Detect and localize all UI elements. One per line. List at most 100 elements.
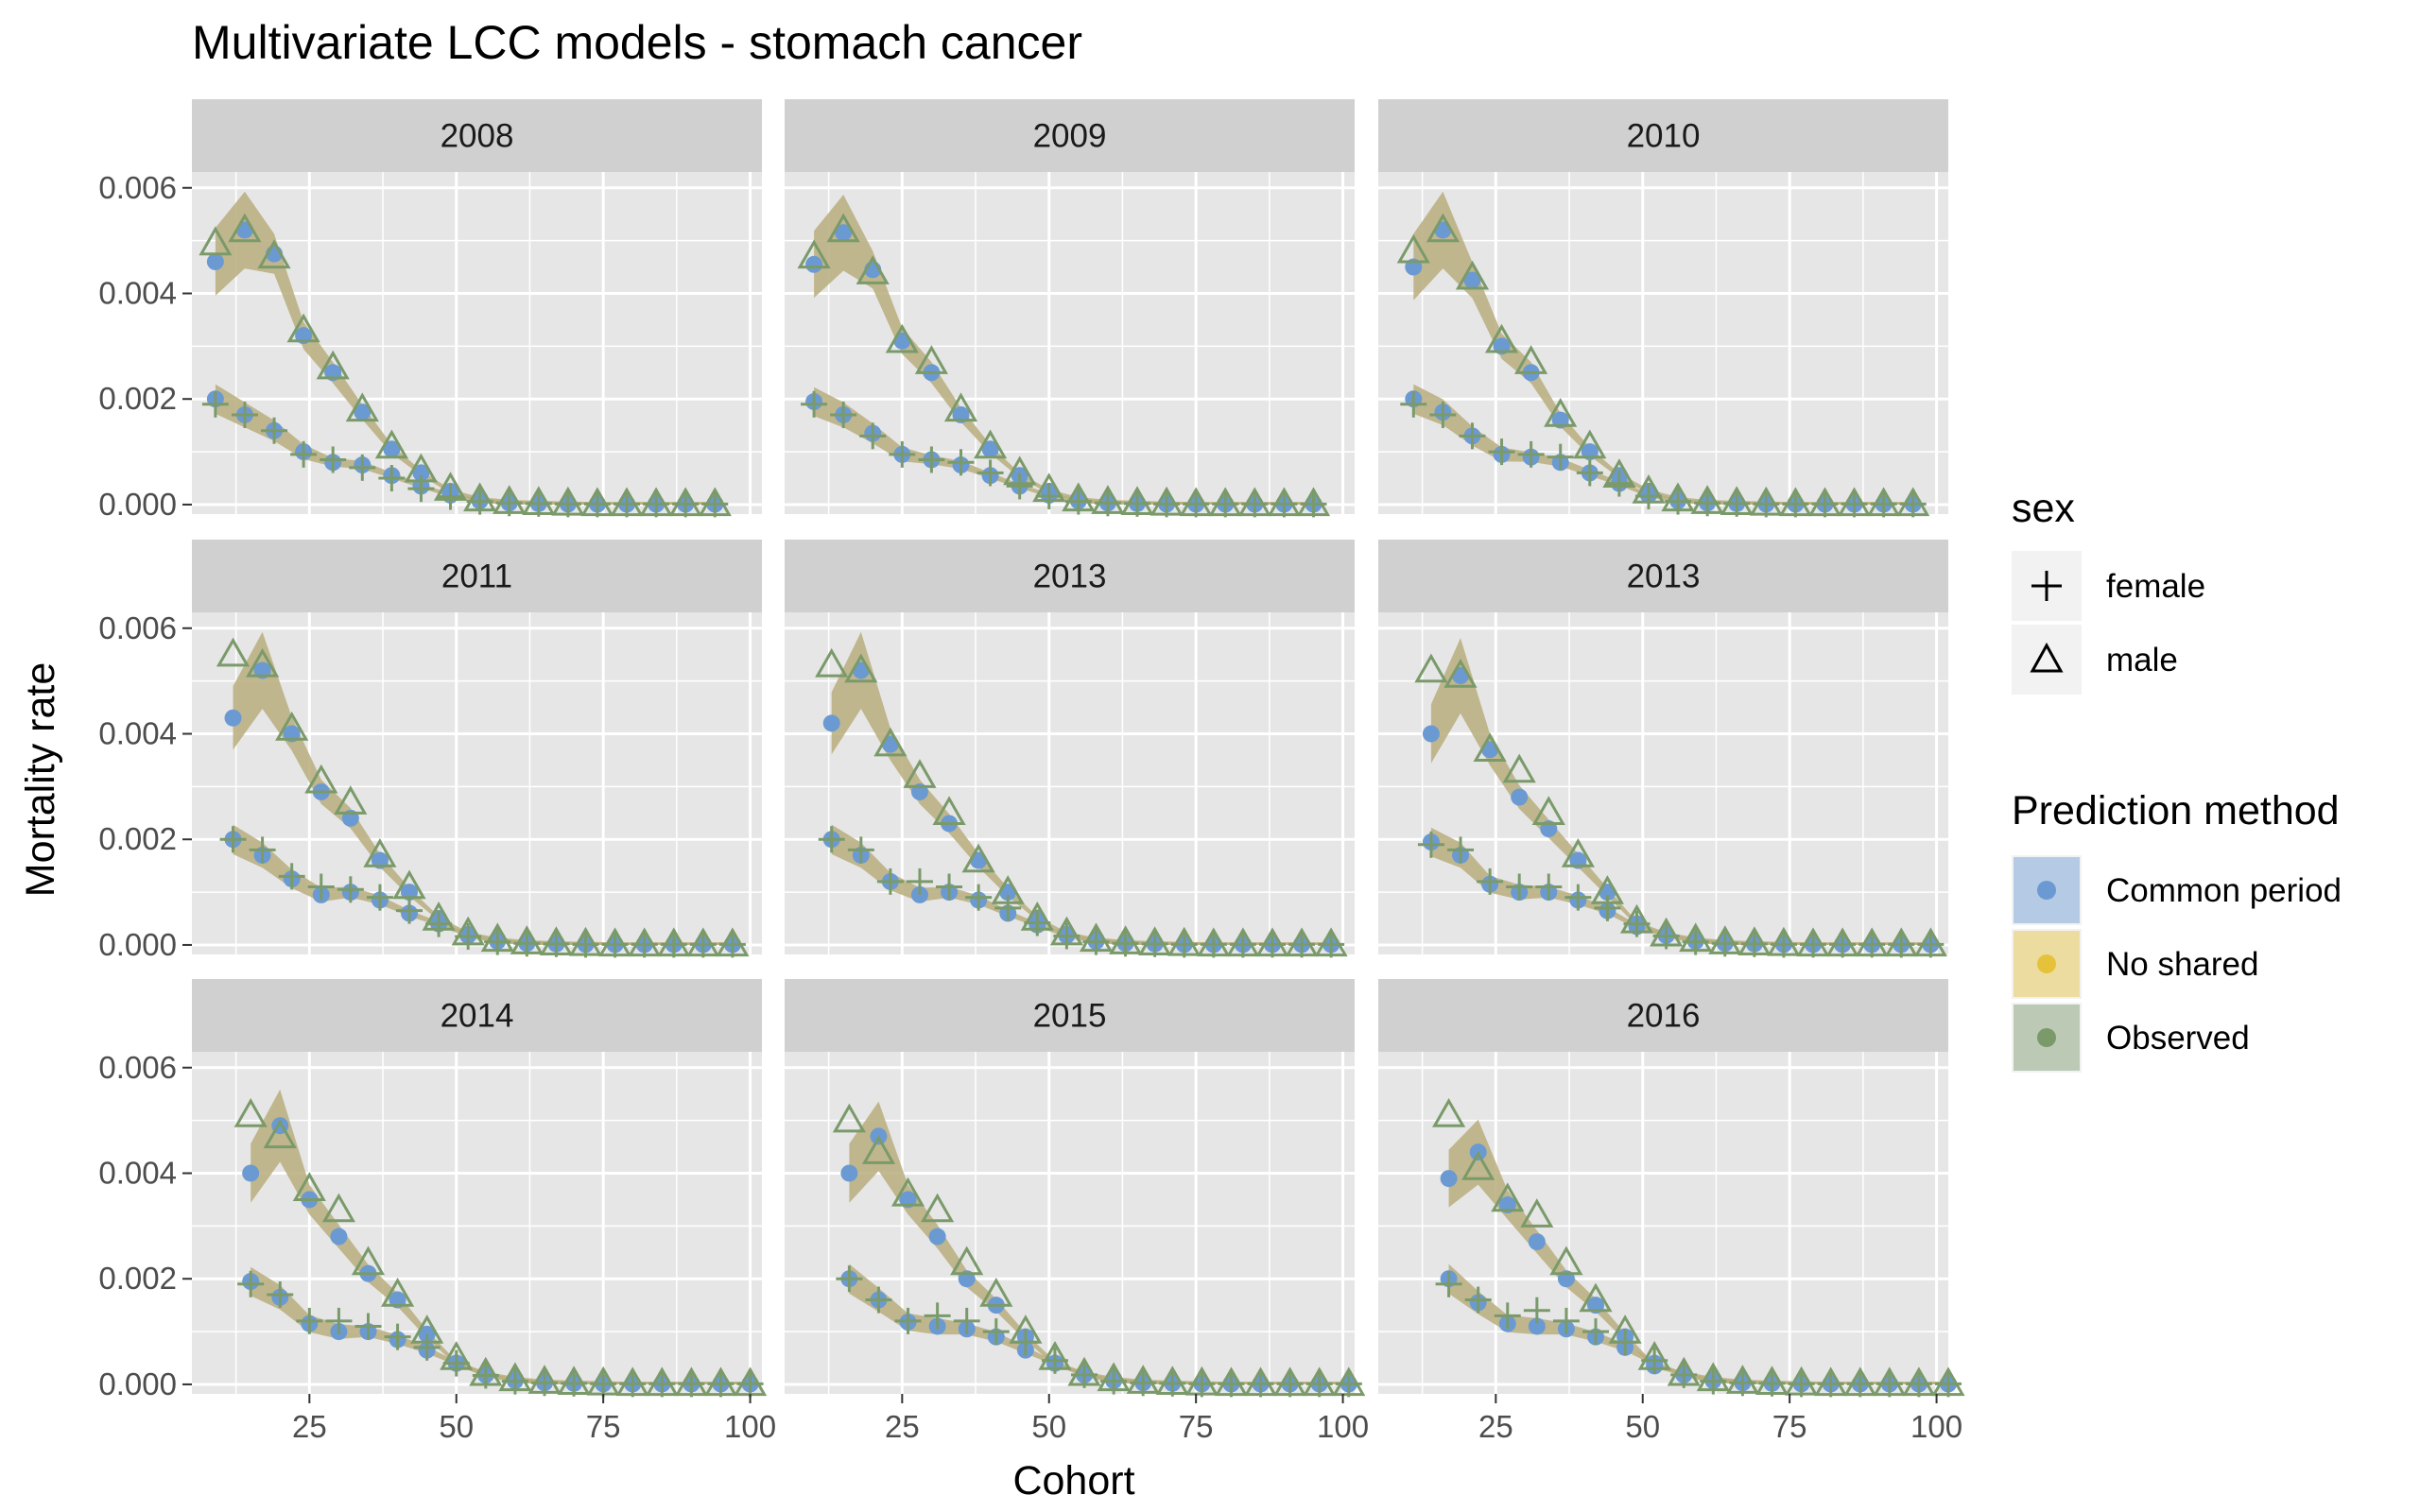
point-observed-female [1523,1297,1550,1324]
point-common-period-male [206,252,224,270]
point-observed-male [1120,486,1154,515]
facet-strip [785,979,1355,1052]
point-observed-male [527,1365,562,1394]
point-observed-female [876,868,904,895]
point-observed-male [1796,927,1830,957]
y-tick-label: 0.002 [98,821,177,856]
point-observed-male [1197,927,1231,957]
panel-background [192,172,762,514]
panel-background [192,1052,762,1394]
point-observed-male [657,927,691,957]
point-observed-male [1020,901,1054,931]
point-observed-female [249,836,276,864]
point-observed-female [384,1323,411,1350]
point-observed-male [1255,927,1289,957]
prediction-ribbon-female [849,1263,1349,1384]
point-common-period-male [1463,271,1481,289]
point-observed-female [1535,873,1563,901]
y-tick-label: 0.006 [98,170,177,205]
point-observed-male [1179,487,1213,517]
y-tick-label: 0.006 [98,1050,177,1085]
point-observed-male [510,925,544,954]
facet-panel: 2008 0.000 0.002 0.004 0.006 [98,99,762,522]
point-observed-male [1079,922,1114,953]
point-observed-male [1855,927,1889,957]
point-observed-male [1902,1366,1936,1397]
point-observed-male [1461,1150,1495,1180]
point-observed-male [1443,658,1478,688]
point-observed-female [982,1318,1010,1346]
point-observed-male [304,764,338,794]
point-observed-male [921,1193,955,1223]
point-observed-male [645,1366,679,1397]
point-observed-male [1725,1365,1759,1394]
point-common-period-male [242,1164,260,1182]
facet-panel: 2013 [785,540,1355,958]
facet-strip-label: 2016 [1627,998,1701,1035]
point-observed-male [1314,927,1348,957]
point-observed-female [847,836,874,864]
legend-title-prediction-method: Prediction method [2012,788,2340,833]
point-observed-male [1667,1356,1701,1386]
y-tick-label: 0.006 [98,610,177,645]
legend-label: No shared [2106,946,2258,983]
point-common-period-male [928,1228,946,1246]
point-observed-female [1552,1307,1580,1334]
point-observed-female [1024,909,1051,936]
point-common-period-male [835,224,853,242]
point-observed-male [1138,926,1172,955]
point-observed-male [1650,917,1684,947]
point-observed-male [1109,925,1143,954]
facet-strip [192,979,762,1052]
point-observed-female [1447,836,1475,864]
point-common-period-male [412,464,430,482]
point-observed-male [1243,1366,1278,1397]
legend-title-sex: sex [2012,486,2075,531]
facet-strip-label: 2015 [1033,998,1107,1035]
facet-strip-label: 2013 [1033,558,1107,595]
point-observed-male [1754,1366,1789,1395]
facet-strip-label: 2008 [441,118,514,155]
x-tick-label: 50 [1625,1409,1660,1444]
point-observed-male [991,875,1025,904]
point-observed-female [894,1307,922,1334]
point-observed-male [1837,487,1872,517]
point-observed-male [1273,1366,1307,1397]
point-observed-male [1720,486,1754,515]
point-common-period-male [383,440,401,458]
point-observed-male [568,926,603,956]
point-observed-female [378,465,406,492]
point-observed-male [469,1356,503,1386]
point-observed-male [463,482,497,512]
point-observed-male [1208,487,1242,517]
point-observed-male [557,1366,591,1395]
point-observed-male [1491,1182,1525,1212]
y-tick-label: 0.000 [98,487,177,522]
point-observed-male [351,1246,386,1276]
point-observed-female [889,440,916,468]
point-observed-female [818,826,845,853]
point-observed-female [830,401,857,428]
point-common-period-female [1528,1317,1546,1335]
point-observed-male [628,927,662,957]
point-observed-female [413,1333,441,1361]
panel-background [192,612,762,954]
legend-key [2012,625,2082,695]
point-observed-male [551,486,585,516]
point-observed-male [451,916,485,946]
point-observed-male [257,239,291,269]
point-observed-male [1514,345,1548,374]
point-common-period-male [822,714,840,732]
x-tick-label: 50 [439,1409,474,1444]
point-observed-female [437,483,464,510]
x-tick-label: 100 [1317,1409,1369,1444]
facet-strip [785,540,1355,612]
point-observed-male [1602,458,1636,488]
point-observed-male [1155,1366,1189,1395]
point-observed-male [1049,916,1083,946]
point-observed-male [1285,927,1319,957]
point-observed-male [686,927,720,957]
point-observed-male [1167,926,1201,956]
point-observed-female [396,897,424,924]
facet-panel: 2014 0.000 0.002 0.004 0.006 25 50 75 100 [98,979,776,1444]
